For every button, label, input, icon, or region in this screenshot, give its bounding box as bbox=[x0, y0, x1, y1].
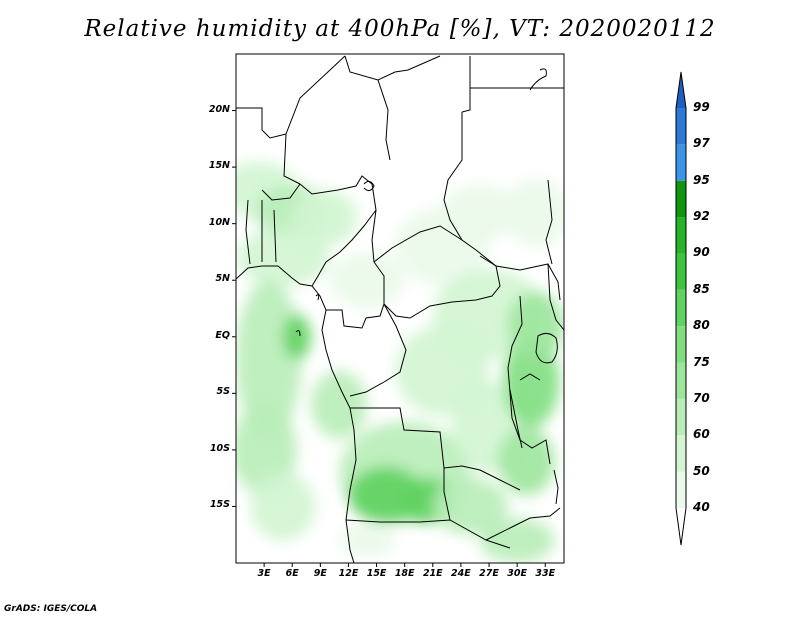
lon-label: 33E bbox=[535, 568, 556, 579]
colorbar-label: 85 bbox=[693, 281, 710, 296]
border-algeria-mali bbox=[285, 55, 346, 135]
colorbar-label: 60 bbox=[693, 427, 710, 442]
border-angola-zambia bbox=[443, 468, 451, 521]
colorbar-label: 70 bbox=[693, 390, 710, 405]
lat-label: 5S bbox=[216, 386, 230, 398]
border-mauritania-mali bbox=[236, 107, 287, 139]
colorbar-bin bbox=[676, 326, 686, 363]
border-rwanda bbox=[519, 373, 541, 381]
humidity-patch bbox=[507, 291, 564, 360]
map-frame bbox=[235, 53, 565, 564]
humidity-patch bbox=[292, 189, 358, 247]
humidity-patch bbox=[339, 523, 396, 558]
lake-chad bbox=[363, 180, 375, 192]
humidity-patch bbox=[442, 184, 518, 241]
country-borders bbox=[236, 55, 564, 563]
lat-label: 10S bbox=[209, 442, 230, 454]
lon-label: 30E bbox=[507, 568, 527, 579]
colorbar-label: 92 bbox=[693, 209, 710, 224]
grads-credit: GrADS: IGES/COLA bbox=[4, 604, 98, 614]
colorbar-bin bbox=[676, 144, 686, 181]
lon-label: 15E bbox=[366, 568, 387, 579]
longitude-ticks bbox=[263, 563, 546, 567]
border-niger-nigeria bbox=[299, 175, 373, 195]
lon-label: 21E bbox=[422, 568, 443, 579]
border-niger-libya bbox=[344, 55, 441, 81]
lon-label: 27E bbox=[479, 568, 499, 579]
colorbar-bin bbox=[676, 180, 686, 218]
sao-tome-island bbox=[295, 330, 301, 337]
humidity-patch bbox=[282, 314, 311, 360]
humidity-patch bbox=[503, 178, 564, 247]
colorbar-over-triangle bbox=[676, 72, 686, 108]
lat-label: 5N bbox=[215, 273, 230, 285]
border-lake-victoria bbox=[535, 332, 558, 364]
lake-tanganyika bbox=[509, 389, 523, 449]
colorbar-label: 75 bbox=[693, 354, 710, 369]
border-congo-drc bbox=[349, 303, 407, 397]
border-uganda-kenya bbox=[547, 263, 564, 331]
border-gabon-congo bbox=[326, 303, 385, 329]
colorbar-label: 95 bbox=[693, 172, 710, 187]
border-mali-niger bbox=[283, 133, 301, 185]
colorbar-bin bbox=[676, 217, 686, 254]
humidity-patch bbox=[329, 251, 405, 309]
border-car-south bbox=[383, 255, 501, 319]
lat-label: 20N bbox=[208, 103, 230, 115]
border-car-chad bbox=[373, 225, 463, 263]
lon-label: 18E bbox=[394, 568, 415, 579]
lat-label: 10N bbox=[208, 216, 230, 228]
border-chad-libya bbox=[377, 79, 391, 161]
lon-label: 9E bbox=[313, 568, 327, 579]
border-burkina bbox=[261, 183, 301, 201]
colorbar-bin bbox=[676, 398, 686, 436]
coastline-west-africa bbox=[236, 265, 357, 563]
colorbar-bin bbox=[676, 289, 686, 327]
colorbar-under-triangle bbox=[676, 508, 686, 545]
border-coastal-west bbox=[245, 199, 277, 265]
colorbar-bin bbox=[676, 471, 686, 508]
colorbar-bin bbox=[676, 108, 686, 145]
humidity-patch bbox=[503, 336, 560, 428]
border-libya-egypt bbox=[461, 56, 471, 113]
nile-north-sudan bbox=[529, 68, 547, 91]
border-zambia-zim bbox=[485, 507, 561, 541]
border-angola-namibia bbox=[345, 519, 511, 549]
border-drc-east bbox=[507, 295, 551, 465]
humidity-patch bbox=[236, 404, 297, 496]
humidity-patch bbox=[250, 472, 316, 541]
colorbar-label: 50 bbox=[693, 463, 710, 478]
colorbar-bin bbox=[676, 362, 686, 399]
colorbar-label: 99 bbox=[693, 100, 710, 114]
bioko-island bbox=[315, 294, 320, 301]
colorbar-bin bbox=[676, 435, 686, 472]
colorbar-outline bbox=[675, 71, 687, 546]
humidity-field bbox=[236, 161, 564, 563]
border-sudan-east bbox=[545, 179, 553, 265]
lon-label: 12E bbox=[338, 568, 359, 579]
lat-label: EQ bbox=[215, 329, 230, 341]
humidity-patch bbox=[310, 370, 368, 439]
border-sudan-south bbox=[475, 249, 561, 301]
chart-title: Relative humidity at 400hPa [%], VT: 202… bbox=[84, 16, 716, 42]
humidity-patch bbox=[236, 229, 330, 286]
colorbar-bin bbox=[676, 253, 686, 290]
lon-label: 3E bbox=[257, 568, 271, 579]
lake-malawi bbox=[553, 469, 559, 505]
colorbar-label: 97 bbox=[693, 136, 710, 151]
humidity-patch bbox=[498, 427, 555, 496]
lon-label: 24E bbox=[451, 568, 471, 579]
border-nigeria-cameroon bbox=[311, 183, 377, 287]
colorbar-label: 90 bbox=[693, 245, 710, 260]
lat-label: 15N bbox=[208, 160, 230, 172]
colorbar-label: 80 bbox=[693, 318, 710, 333]
humidity-patch bbox=[236, 280, 302, 439]
lon-label: 6E bbox=[285, 568, 299, 579]
lat-label: 15S bbox=[209, 499, 230, 511]
colorbar-label: 40 bbox=[693, 500, 710, 514]
latitude-ticks bbox=[232, 110, 236, 507]
humidity-patch bbox=[479, 517, 555, 563]
colorbar bbox=[675, 71, 687, 546]
